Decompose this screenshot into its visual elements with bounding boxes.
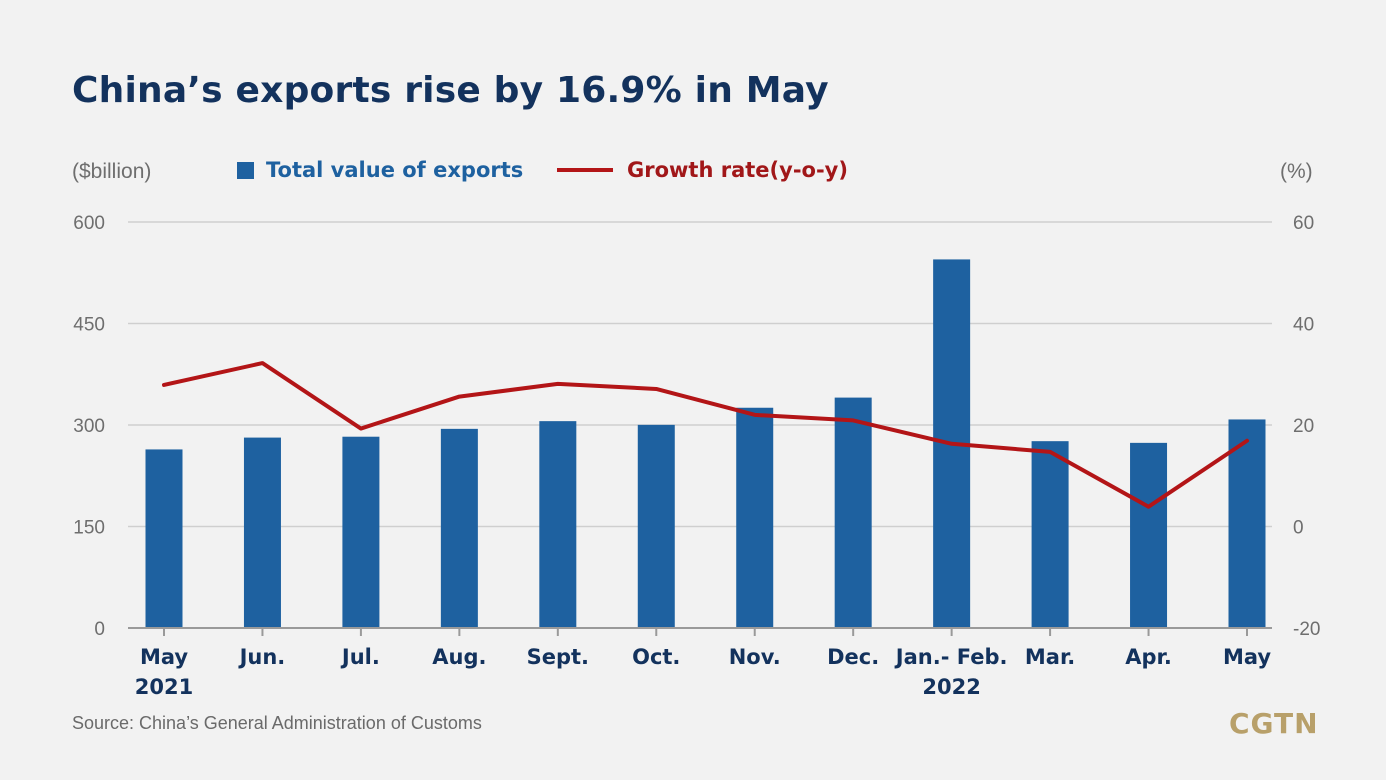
export-bar	[440, 428, 478, 628]
legend-item-growth: Growth rate(y-o-y)	[557, 158, 848, 182]
x-category-label: Apr.	[1125, 645, 1172, 669]
cgtn-logo: CGTN	[1229, 707, 1319, 740]
x-category-label: Mar.	[1025, 645, 1075, 669]
export-bar	[1130, 442, 1168, 628]
x-category-label: 2022	[922, 675, 980, 699]
left-tick-label: 0	[94, 619, 105, 640]
export-bar	[539, 421, 577, 628]
left-tick-label: 600	[73, 213, 105, 234]
legend-bar-label: Total value of exports	[266, 158, 524, 182]
right-tick-label: 0	[1293, 518, 1304, 539]
x-category-label: Jun.	[238, 645, 286, 669]
growth-rate-line	[162, 361, 1249, 509]
x-category-label: Aug.	[432, 645, 486, 669]
legend-line-swatch	[557, 168, 613, 172]
left-tick-label: 300	[73, 416, 105, 437]
legend-bar-swatch	[237, 161, 254, 179]
x-category-label: May	[1223, 645, 1271, 669]
chart-title: China’s exports rise by 16.9% in May	[72, 70, 829, 111]
export-bar	[834, 397, 872, 628]
export-bar	[736, 407, 774, 628]
left-tick-label: 150	[73, 518, 105, 539]
x-category-label: May	[140, 645, 188, 669]
x-category-label: Oct.	[632, 645, 680, 669]
export-bar	[637, 424, 675, 628]
x-category-label: Nov.	[729, 645, 781, 669]
legend-item-exports: Total value of exports	[237, 158, 523, 182]
x-category-label: Jan.- Feb.	[894, 645, 1008, 669]
left-axis-unit: ($billion)	[72, 160, 152, 183]
source-note: Source: China’s General Administration o…	[72, 713, 482, 733]
right-tick-label: 60	[1293, 213, 1314, 234]
export-bar	[1031, 441, 1069, 628]
legend-line-label: Growth rate(y-o-y)	[627, 158, 848, 182]
right-tick-label: -20	[1293, 619, 1320, 640]
x-category-label: Dec.	[827, 645, 879, 669]
left-tick-label: 450	[73, 315, 105, 336]
export-bar	[243, 437, 281, 628]
x-category-label: Sept.	[527, 645, 589, 669]
x-category-label: Jul.	[340, 645, 380, 669]
export-bar	[342, 436, 380, 628]
right-tick-label: 20	[1293, 416, 1314, 437]
export-bar	[1228, 419, 1266, 628]
right-axis-unit: (%)	[1280, 160, 1313, 183]
right-tick-label: 40	[1293, 315, 1314, 336]
x-category-label: 2021	[135, 675, 193, 699]
export-bar	[145, 449, 183, 628]
